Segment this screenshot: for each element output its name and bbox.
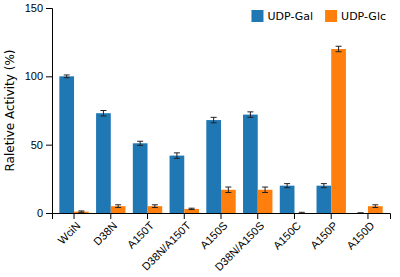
- x-tick-label: D38N/A150S: [212, 219, 266, 273]
- x-tick-label: A150T: [125, 219, 157, 251]
- bar: [221, 190, 236, 213]
- error-bar: [174, 153, 180, 158]
- bar: [96, 113, 111, 213]
- x-tick: A150S: [198, 213, 230, 251]
- x-tick: A150D: [344, 213, 376, 252]
- y-tick: 150: [25, 2, 52, 14]
- x-tick-mark: [184, 213, 185, 219]
- error-bar: [78, 211, 84, 212]
- bar: [331, 49, 346, 213]
- error-bar: [299, 212, 305, 213]
- y-axis-title: Raletive Activity (%): [3, 50, 17, 172]
- plot: 0 50 100 150 WciN D38NA150TD38N/A150TA150SD38…: [25, 2, 391, 273]
- x-tick-mark: [147, 213, 148, 219]
- y-tick-label: 150: [25, 2, 43, 14]
- bar: [206, 120, 221, 213]
- error-bar: [152, 205, 158, 208]
- x-axis-line: [53, 214, 391, 220]
- series: [74, 46, 383, 213]
- bar: [258, 190, 273, 213]
- x-tick-label: D38N: [91, 219, 119, 247]
- error-bar: [189, 208, 195, 209]
- y-tick-mark: [46, 8, 52, 9]
- y-tick: 100: [25, 70, 52, 82]
- x-tick-label: A150D: [344, 219, 376, 251]
- legend-swatch: [251, 10, 263, 22]
- y-tick-label: 0: [37, 207, 43, 219]
- y-tick-label: 100: [25, 70, 43, 82]
- x-tick-mark: [257, 213, 258, 219]
- bar: [170, 156, 185, 213]
- bar: [353, 213, 368, 214]
- bar: [317, 186, 332, 213]
- x-tick-label: A150C: [271, 219, 303, 251]
- series: [59, 75, 363, 213]
- x-tick: WciN: [56, 213, 83, 246]
- chart: 0 50 100 150 WciN D38NA150TD38N/A150TA150SD38…: [0, 0, 400, 277]
- error-bar: [64, 75, 70, 78]
- x-tick-label: WciN: [56, 219, 83, 246]
- error-bar: [284, 184, 290, 188]
- x-tick: A150T: [125, 213, 157, 251]
- bar: [280, 186, 295, 213]
- bar: [243, 115, 258, 213]
- x-tick-mark: [74, 213, 75, 219]
- bar: [184, 209, 199, 213]
- legend-swatch: [325, 10, 337, 22]
- x-tick: A150P: [308, 213, 340, 251]
- error-bar: [372, 205, 378, 208]
- x-tick-mark: [367, 213, 368, 219]
- legend-item: UDP-Glc: [325, 10, 386, 23]
- error-bar: [358, 213, 364, 214]
- x-tick: D38N/A150S: [212, 213, 266, 273]
- y-axis-line: [46, 9, 53, 214]
- error-bar: [137, 141, 143, 145]
- y-tick: 0: [37, 207, 52, 219]
- error-bar: [262, 187, 268, 192]
- bar: [133, 143, 148, 213]
- error-bar: [225, 187, 231, 192]
- x-tick-mark: [294, 213, 295, 219]
- y-tick-mark: [46, 76, 52, 77]
- error-bar: [336, 46, 342, 51]
- y-tick-mark: [46, 213, 52, 214]
- error-bar: [321, 184, 327, 188]
- legend-label: UDP-Glc: [341, 10, 386, 23]
- x-tick: D38N/A150T: [139, 213, 193, 273]
- x-tick-label: A150P: [308, 219, 340, 251]
- bars: [59, 46, 382, 213]
- error-bar: [247, 112, 253, 117]
- y-tick-mark: [46, 145, 52, 146]
- error-bar: [115, 205, 121, 208]
- x-tick-label: D38N/A150T: [139, 219, 193, 273]
- x-tick-label: A150S: [198, 219, 230, 251]
- y-tick-label: 50: [31, 139, 43, 151]
- bar: [74, 212, 89, 213]
- x-axis: WciND38NA150TD38N/A150TA150SD38N/A150SA1…: [53, 213, 391, 273]
- y-axis: 0 50 100 150: [25, 2, 53, 219]
- x-tick-mark: [331, 213, 332, 219]
- error-bar: [211, 117, 217, 122]
- x-tick-mark: [110, 213, 111, 219]
- x-tick: A150C: [271, 213, 303, 252]
- legend: UDP-Gal UDP-Glc: [251, 10, 386, 23]
- x-tick-mark: [221, 213, 222, 219]
- bar: [294, 213, 309, 214]
- y-tick: 50: [31, 139, 52, 151]
- legend-item: UDP-Gal: [251, 10, 313, 23]
- bar: [59, 76, 74, 213]
- x-tick: D38N: [91, 213, 119, 248]
- legend-label: UDP-Gal: [267, 10, 313, 23]
- error-bar: [100, 111, 106, 116]
